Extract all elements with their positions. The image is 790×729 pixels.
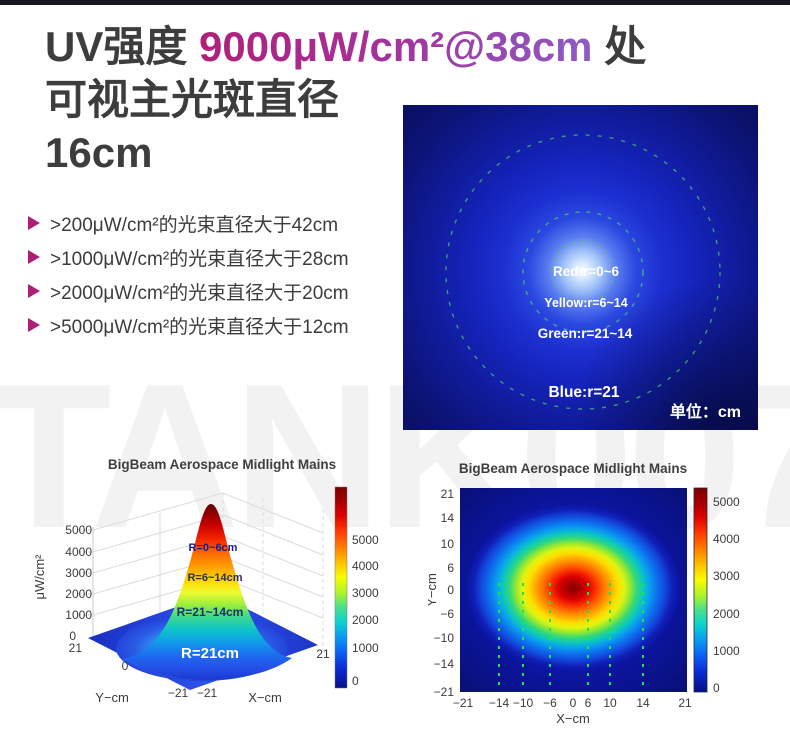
top-black-bar (0, 0, 790, 5)
x-tick: 21 (316, 647, 330, 661)
list-item: >2000μW/cm²的光束直径大于20cm (28, 274, 349, 308)
list-item: >5000μW/cm²的光束直径大于12cm (28, 308, 349, 342)
colorbar-tick: 0 (352, 674, 359, 688)
beam-spot-overlay: Red:r=0~6 Yellow:r=6~14 Green:r=21~14 Bl… (445, 134, 741, 421)
spot-label-blue: Blue:r=21 (548, 384, 619, 401)
z-tick: 2000 (65, 587, 92, 601)
title-line-1: UV强度 9000μW/cm²@38cm 处 (45, 20, 646, 73)
y-tick: 0 (122, 659, 129, 673)
beam-spot-panel: Red:r=0~6 Yellow:r=6~14 Green:r=21~14 Bl… (403, 105, 758, 430)
list-item-text: >5000μW/cm²的光束直径大于12cm (50, 316, 349, 338)
spot-label-green: Green:r=21~14 (538, 326, 633, 341)
colorbar-tick: 5000 (713, 495, 740, 509)
x-axis-label: X−cm (248, 690, 282, 705)
list-item-text: >200μW/cm²的光束直径大于42cm (50, 214, 339, 236)
y-axis-label: Y−cm (95, 690, 129, 705)
x-tick: −14 (489, 696, 510, 710)
colorbar-tick: 2000 (713, 607, 740, 621)
intensity-blob (467, 505, 679, 671)
colorbar-tick: 3000 (352, 586, 379, 600)
ring-red-boundary (551, 240, 615, 304)
colorbar-tick: 0 (713, 681, 720, 695)
ring-green-boundary (445, 134, 721, 410)
page-title: UV强度 9000μW/cm²@38cm 处 可视主光斑直径 16cm (45, 20, 646, 179)
y-tick: 10 (441, 537, 455, 551)
title-suffix: 处 (592, 23, 647, 70)
y-tick: −14 (434, 657, 455, 671)
z-tick: 1000 (65, 608, 92, 622)
x-tick: −21 (197, 686, 218, 700)
title-highlight: 9000μW/cm²@38cm (199, 23, 593, 70)
colorbar-tick: 4000 (352, 559, 379, 573)
heatmap-2d-chart: BigBeam Aerospace Midlight Mains 21 14 1… (428, 461, 740, 726)
arrow-bullet-icon (28, 284, 40, 298)
arrow-bullet-icon (28, 318, 40, 332)
colorbar-tick: 3000 (713, 569, 740, 583)
spot-label-yellow: Yellow:r=6~14 (544, 296, 627, 310)
guide-lines (498, 583, 644, 691)
y-tick: −21 (434, 685, 455, 699)
surface-bell (122, 504, 292, 680)
beam-diameter-list: >200μW/cm²的光束直径大于42cm >1000μW/cm²的光束直径大于… (28, 206, 349, 342)
chart-title: BigBeam Aerospace Midlight Mains (108, 457, 336, 472)
z-tick: 0 (69, 629, 76, 643)
x-tick: 0 (570, 696, 577, 710)
y-tick: 21 (441, 487, 455, 501)
x-tick: 10 (603, 696, 617, 710)
y-tick: 21 (69, 641, 83, 655)
colorbar-tick: 1000 (352, 641, 379, 655)
spot-label-red: Red:r=0~6 (553, 264, 620, 279)
list-item: >200μW/cm²的光束直径大于42cm (28, 206, 349, 240)
list-item: >1000μW/cm²的光束直径大于28cm (28, 240, 349, 274)
z-tick: 3000 (65, 566, 92, 580)
y-tick: −10 (434, 631, 455, 645)
arrow-bullet-icon (28, 250, 40, 264)
title-prefix: UV强度 (45, 23, 200, 70)
title-line-2: 可视主光斑直径 (45, 76, 340, 123)
y-axis-label: Y−cm (428, 573, 439, 607)
z-tick: 4000 (65, 545, 92, 559)
title-line-3: 16cm (45, 129, 153, 176)
x-axis-label: X−cm (556, 711, 590, 726)
heatmap-plot-area (460, 488, 687, 692)
colorbar-tick: 5000 (352, 533, 379, 547)
x-tick: 6 (585, 696, 592, 710)
x-tick: 14 (636, 696, 650, 710)
annotation-r6-14: R=6~14cm (187, 572, 242, 584)
colorbar (693, 487, 708, 693)
ring-yellow-boundary (522, 211, 644, 333)
colorbar (334, 486, 348, 689)
z-axis-label: μW/cm² (32, 554, 47, 600)
annotation-r21: R=21cm (181, 645, 239, 662)
arrow-bullet-icon (28, 216, 40, 230)
x-tick: −10 (513, 696, 534, 710)
chart-title: BigBeam Aerospace Midlight Mains (459, 461, 687, 476)
y-tick: −21 (168, 686, 189, 700)
y-tick: 0 (447, 583, 454, 597)
unit-label: 单位：cm (670, 402, 741, 421)
colorbar-tick: 2000 (352, 613, 379, 627)
x-tick: −6 (543, 696, 557, 710)
grid-lines (78, 492, 324, 646)
colorbar-tick: 4000 (713, 532, 740, 546)
annotation-r0-6: R=0~6cm (189, 542, 238, 554)
x-tick: −21 (453, 696, 474, 710)
annotation-r21-14: R=21~14cm (177, 605, 244, 619)
list-item-text: >1000μW/cm²的光束直径大于28cm (50, 248, 349, 270)
colorbar-tick: 1000 (713, 644, 740, 658)
y-tick: −6 (440, 607, 454, 621)
list-item-text: >2000μW/cm²的光束直径大于20cm (50, 282, 349, 304)
x-tick: 21 (678, 696, 692, 710)
y-tick: 6 (447, 561, 454, 575)
z-tick: 5000 (65, 523, 92, 537)
y-tick: 14 (441, 511, 455, 525)
surface-3d-chart: BigBeam Aerospace Midlight Mains 5000 40… (32, 457, 379, 705)
